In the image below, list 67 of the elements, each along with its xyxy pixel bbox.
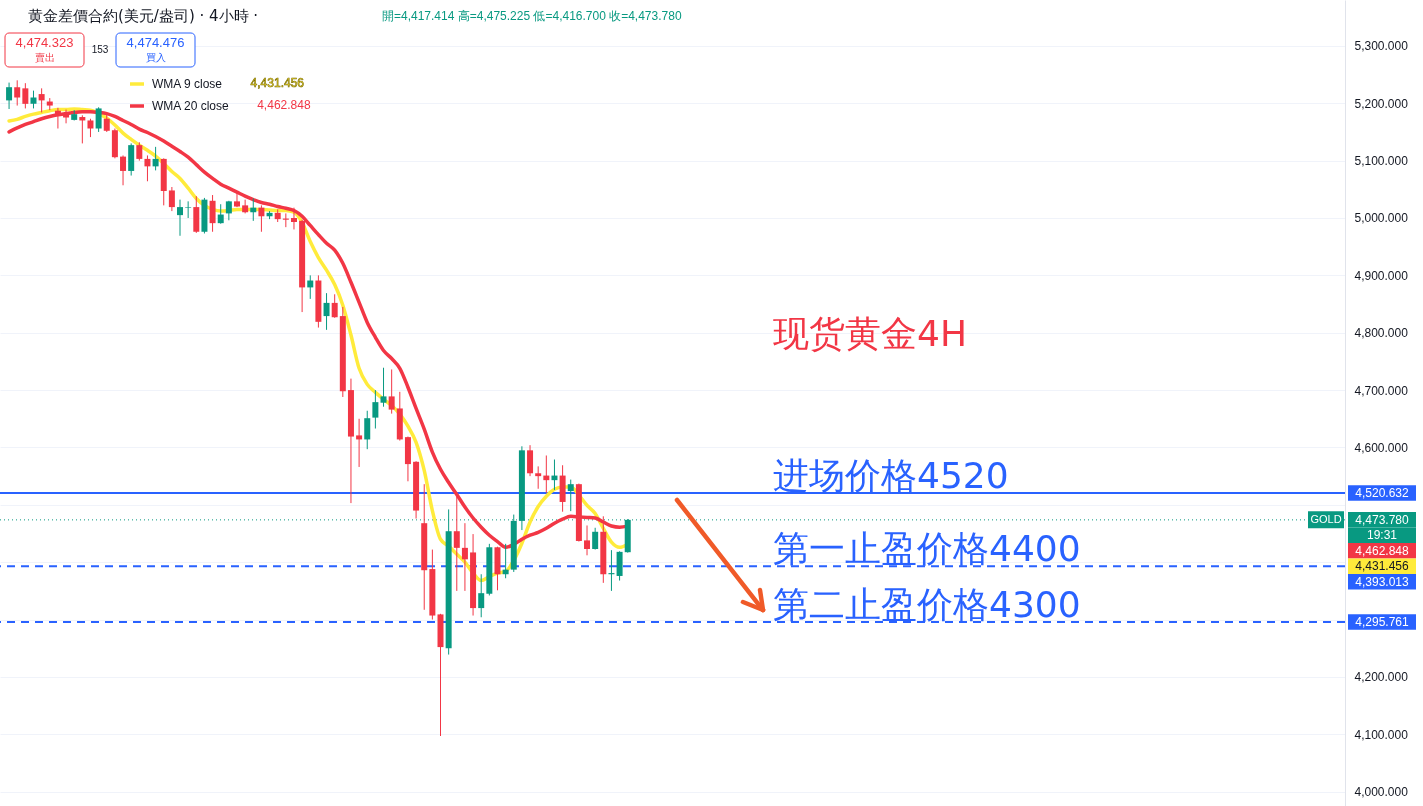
- candlestick: [478, 573, 485, 618]
- annotation: 買入: [145, 52, 166, 63]
- ref-line-label: 4,520.632: [1355, 485, 1410, 500]
- candlestick: [217, 203, 224, 225]
- candlestick: [388, 368, 395, 415]
- candlestick: [461, 522, 468, 592]
- candlestick: [87, 118, 94, 138]
- annotation: 153: [91, 44, 109, 55]
- annotation: 进场价格4520: [773, 454, 1009, 496]
- y-tick-label: 4,700.000: [1354, 383, 1409, 398]
- candlestick: [290, 207, 297, 230]
- candlestick: [356, 418, 363, 468]
- y-tick-label: 5,100.000: [1354, 154, 1409, 169]
- candlestick: [136, 141, 143, 162]
- candlestick: [380, 367, 387, 408]
- text: 黄金差價合約(美元/盎司) · 4小時 ·: [28, 7, 259, 25]
- candlestick: [177, 199, 184, 237]
- y-tick-label: 4,000.000: [1354, 785, 1409, 800]
- annotation: 4,462.848: [257, 98, 311, 113]
- annotation: 第一止盈价格4400: [773, 528, 1081, 570]
- y-tick-label: 4,800.000: [1354, 326, 1409, 341]
- y-tick-label: 4,600.000: [1354, 440, 1409, 455]
- y-tick-label: 4,100.000: [1354, 727, 1409, 742]
- candlestick: [535, 465, 542, 490]
- candlestick: [592, 527, 599, 551]
- candlestick: [234, 191, 240, 208]
- annotation: 4,474.323: [15, 35, 74, 50]
- candlestick: [38, 87, 45, 113]
- annotation: 第二止盈价格4300: [773, 583, 1081, 625]
- annotation: 现货黄金4H: [773, 313, 967, 354]
- y-tick-label: 4,200.000: [1354, 670, 1409, 685]
- legend-label: WMA 20 close: [152, 99, 230, 113]
- text: 4,431.456: [1355, 559, 1410, 574]
- candlestick: [95, 106, 102, 133]
- candlestick: [144, 154, 151, 182]
- candlestick: [372, 389, 379, 430]
- ref-line-label: 4,393.013: [1355, 574, 1410, 589]
- candlestick: [331, 293, 338, 319]
- candlestick: [209, 194, 216, 233]
- candlestick: [527, 444, 534, 477]
- candlestick: [6, 82, 13, 110]
- candlestick: [567, 479, 574, 512]
- annotation: 賣出: [34, 52, 55, 63]
- y-tick-label: 5,000.000: [1354, 211, 1409, 226]
- annotation: 4,474.476: [126, 35, 185, 50]
- annotation: 4,431.456: [250, 76, 305, 91]
- y-tick-label: 4,900.000: [1354, 268, 1409, 283]
- candlestick: [120, 154, 127, 186]
- ref-line-label: 4,295.761: [1355, 614, 1410, 629]
- candlestick: [258, 204, 265, 233]
- text: 開=4,417.414 高=4,475.225 低=4,416.700 收=4,473.780: [382, 9, 682, 23]
- annotation: GOLD: [1310, 512, 1342, 525]
- candlestick: [584, 524, 591, 556]
- candlestick: [168, 186, 175, 212]
- candlestick: [22, 82, 29, 109]
- candlestick: [185, 200, 192, 219]
- ref-line-label: 4,473.780: [1355, 512, 1410, 527]
- text: 4,462.848: [1355, 543, 1410, 558]
- candlestick: [152, 146, 159, 171]
- y-tick-label: 5,300.000: [1354, 39, 1409, 54]
- legend-label: WMA 9 close: [152, 77, 223, 91]
- candlestick: [103, 113, 110, 133]
- text: 19:31: [1366, 528, 1398, 543]
- candlestick: [14, 79, 21, 107]
- y-tick-label: 5,200.000: [1354, 96, 1409, 111]
- candlestick: [323, 292, 330, 331]
- candlestick: [364, 410, 371, 450]
